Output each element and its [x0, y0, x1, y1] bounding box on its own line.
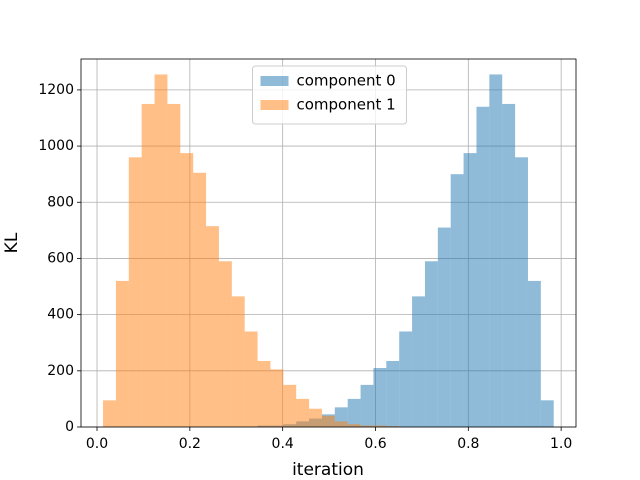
bar: [347, 424, 361, 427]
bar: [450, 174, 464, 427]
bar: [386, 426, 400, 427]
x-tick-label: 1.0: [550, 436, 572, 452]
bar: [347, 398, 361, 427]
y-tick-label: 1000: [38, 138, 74, 154]
legend-swatch: [260, 100, 289, 110]
y-tick-label: 0: [65, 419, 74, 435]
x-tick-label: 0.6: [364, 436, 386, 452]
y-tick-label: 200: [47, 363, 74, 379]
bar: [527, 280, 541, 427]
bar: [373, 368, 387, 427]
bar: [206, 226, 219, 427]
bar: [437, 227, 451, 427]
bar: [463, 153, 477, 427]
bar: [115, 280, 129, 427]
legend: component 0 component 1: [252, 65, 407, 125]
bar: [386, 360, 400, 427]
bar: [141, 103, 155, 427]
bar: [154, 74, 168, 427]
y-axis-label: KL: [2, 232, 22, 253]
x-tick-label: 0.8: [457, 436, 479, 452]
bar: [244, 331, 258, 427]
bar: [424, 261, 438, 427]
bar: [283, 384, 297, 427]
bar: [373, 425, 387, 427]
bar: [502, 103, 516, 427]
x-tick-label: 0.4: [272, 436, 294, 452]
bar: [399, 331, 413, 427]
bar: [412, 296, 425, 427]
bar: [360, 425, 374, 427]
bar: [476, 106, 490, 427]
bar: [360, 384, 374, 427]
y-tick-label: 1200: [38, 82, 74, 98]
y-tick-label: 600: [47, 250, 74, 266]
y-tick-label: 400: [47, 307, 74, 323]
bar: [180, 153, 194, 427]
bar: [309, 408, 322, 427]
bar: [218, 261, 232, 427]
bar: [270, 369, 284, 427]
bar: [296, 398, 310, 427]
bar: [540, 400, 554, 427]
x-tick-label: 0.0: [86, 436, 108, 452]
bar: [334, 421, 348, 427]
bar: [103, 400, 116, 427]
y-tick-label: 800: [47, 194, 74, 210]
bar: [193, 172, 207, 427]
bar: [257, 360, 271, 427]
bar: [489, 74, 503, 427]
x-axis-label: iteration: [292, 460, 364, 480]
legend-frame: [252, 65, 407, 125]
legend-label: component 0: [297, 72, 396, 90]
bar: [231, 296, 245, 427]
bar: [128, 157, 142, 427]
bar: [321, 415, 335, 427]
legend-label: component 1: [297, 96, 396, 114]
x-tick-label: 0.2: [179, 436, 201, 452]
plot-frame: [80, 58, 577, 428]
bar: [515, 157, 528, 427]
bar: [167, 103, 181, 427]
legend-swatch: [260, 76, 289, 86]
